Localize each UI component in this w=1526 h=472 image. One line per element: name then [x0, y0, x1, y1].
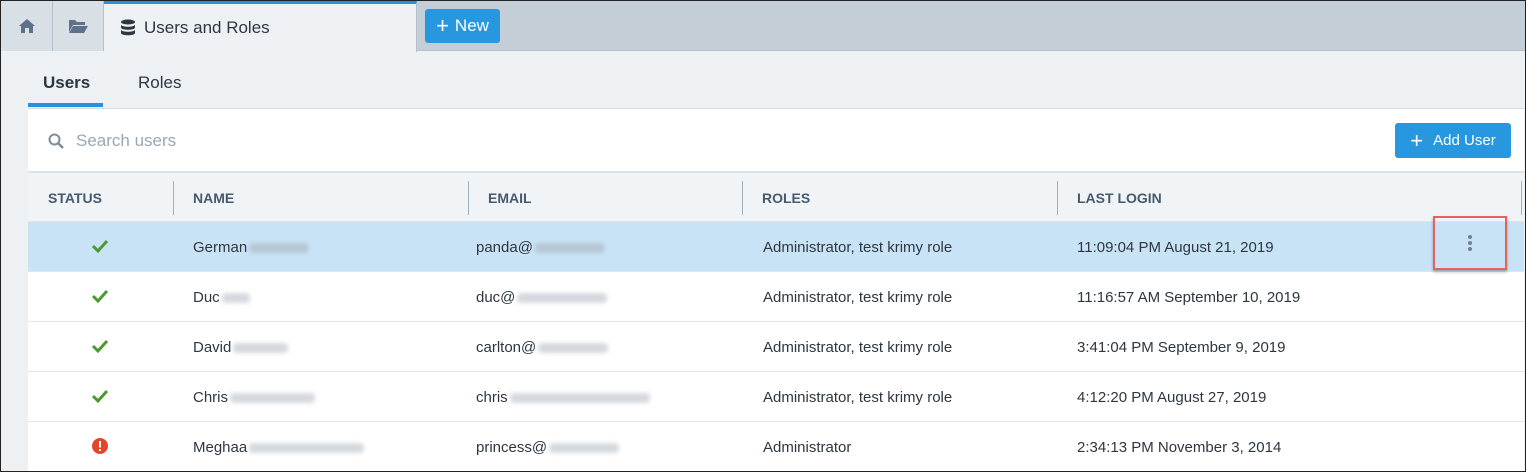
- more-vertical-icon: [1468, 235, 1472, 251]
- column-divider[interactable]: [1057, 181, 1058, 215]
- table-row[interactable]: German panda@ Administrator, test krimy ro…: [28, 216, 1524, 272]
- tab-label: Users and Roles: [144, 18, 270, 37]
- new-label: New: [454, 16, 489, 35]
- table-row[interactable]: Duc duc@ Administrator, test krimy role 11:…: [28, 272, 1524, 322]
- redacted-text: [230, 392, 316, 403]
- column-divider[interactable]: [468, 181, 469, 215]
- user-last-login: 3:41:04 PM September 9, 2019: [1077, 339, 1286, 356]
- user-roles: Administrator: [763, 439, 852, 456]
- user-email: chris: [476, 389, 650, 406]
- home-icon: [18, 19, 35, 33]
- table-row[interactable]: Meghaa princess@ Administrator 2:34:13 PM N…: [28, 422, 1524, 471]
- name-text: David: [193, 339, 232, 356]
- user-email: carlton@: [476, 339, 609, 356]
- home-tab[interactable]: [1, 1, 53, 51]
- check-icon: [91, 389, 109, 404]
- column-status[interactable]: STATUS: [48, 190, 102, 206]
- tab-users-and-roles[interactable]: Users and Roles: [104, 1, 417, 52]
- column-name[interactable]: NAME: [193, 190, 235, 206]
- user-roles: Administrator, test krimy role: [763, 239, 953, 256]
- redacted-text: [549, 442, 620, 453]
- folder-tab[interactable]: [53, 1, 104, 51]
- redacted-text: [249, 242, 310, 253]
- user-roles: Administrator, test krimy role: [763, 389, 953, 406]
- user-roles: Administrator, test krimy role: [763, 339, 953, 356]
- tab-bar: Users and Roles + New: [1, 1, 1525, 52]
- column-divider[interactable]: [1521, 181, 1522, 215]
- tab-roles[interactable]: Roles: [138, 73, 182, 92]
- email-text: panda@: [476, 239, 533, 256]
- user-last-login: 11:09:04 PM August 21, 2019: [1077, 239, 1274, 256]
- name-text: Meghaa: [193, 439, 248, 456]
- user-name: Chris: [193, 389, 316, 406]
- user-email: duc@: [476, 289, 608, 306]
- table-row[interactable]: Chris chris Administrator, test krimy role…: [28, 372, 1524, 422]
- database-icon: [121, 19, 135, 36]
- tab-users[interactable]: Users: [43, 73, 91, 92]
- plus-icon: +: [1410, 127, 1424, 153]
- email-text: princess@: [476, 439, 548, 456]
- error-icon: [92, 438, 108, 454]
- email-text: chris: [476, 389, 508, 406]
- redacted-text: [538, 342, 609, 353]
- table-row[interactable]: David carlton@ Administrator, test krimy r…: [28, 322, 1524, 372]
- check-icon: [91, 339, 109, 354]
- name-text: Chris: [193, 389, 229, 406]
- check-icon: [91, 239, 109, 254]
- name-text: German: [193, 239, 248, 256]
- table-header: STATUS NAME EMAIL ROLES LAST LOGIN: [28, 171, 1524, 222]
- search-icon: [48, 133, 64, 149]
- search-input[interactable]: Search users: [76, 131, 177, 150]
- column-email[interactable]: EMAIL: [488, 190, 532, 206]
- column-divider[interactable]: [742, 181, 743, 215]
- check-icon: [91, 289, 109, 304]
- email-text: carlton@: [476, 339, 537, 356]
- name-text: Duc: [193, 289, 220, 306]
- users-panel: Search users + Add User STATUS NAME EMAIL…: [28, 108, 1524, 471]
- redacted-text: [249, 442, 365, 453]
- user-last-login: 2:34:13 PM November 3, 2014: [1077, 439, 1282, 456]
- user-name: Duc: [193, 289, 250, 306]
- user-name: German: [193, 239, 310, 256]
- user-email: princess@: [476, 439, 620, 456]
- user-last-login: 4:12:20 PM August 27, 2019: [1077, 389, 1267, 406]
- plus-icon: +: [436, 13, 449, 38]
- active-tab-indicator: [28, 103, 103, 107]
- user-email: panda@: [476, 239, 605, 256]
- redacted-text: [509, 392, 650, 403]
- user-name: David: [193, 339, 289, 356]
- user-name: Meghaa: [193, 439, 365, 456]
- search-box[interactable]: Search users: [48, 131, 176, 151]
- column-last-login[interactable]: LAST LOGIN: [1077, 190, 1162, 206]
- row-actions-button[interactable]: [1433, 216, 1507, 270]
- user-last-login: 11:16:57 AM September 10, 2019: [1077, 289, 1301, 306]
- column-divider[interactable]: [173, 181, 174, 215]
- redacted-text: [517, 292, 608, 303]
- redacted-text: [233, 342, 289, 353]
- redacted-text: [221, 292, 250, 303]
- column-roles[interactable]: ROLES: [762, 190, 811, 206]
- add-user-label: Add User: [1433, 132, 1496, 149]
- folder-open-icon: [69, 20, 88, 33]
- user-roles: Administrator, test krimy role: [763, 289, 953, 306]
- email-text: duc@: [476, 289, 516, 306]
- redacted-text: [534, 242, 605, 253]
- add-user-button[interactable]: + Add User: [1395, 123, 1511, 158]
- new-button[interactable]: + New: [425, 9, 500, 43]
